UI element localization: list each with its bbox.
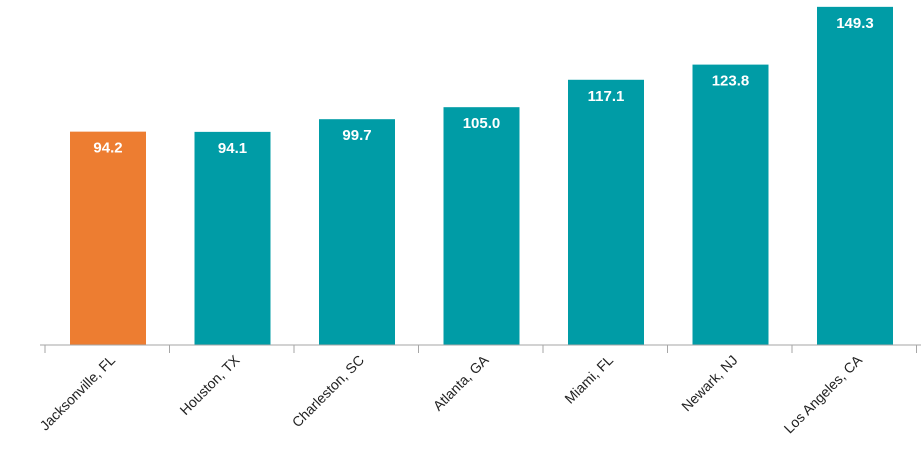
value-label-2: 99.7 <box>342 127 371 144</box>
category-label-4: Miami, FL <box>561 352 616 407</box>
category-label-0: Jacksonville, FL <box>36 352 118 434</box>
bar-1 <box>194 131 271 345</box>
bar-4 <box>568 79 644 345</box>
value-labels-group: 94.2 94.1 99.7 105.0 117.1 123.8 149.3 <box>93 15 873 157</box>
x-axis-ticks-group <box>44 345 917 353</box>
value-label-3: 105.0 <box>463 115 501 132</box>
bar-0 <box>70 131 146 345</box>
value-label-1: 94.1 <box>218 140 247 157</box>
bar-6 <box>817 6 893 345</box>
category-label-5: Newark, NJ <box>678 352 740 414</box>
category-label-6: Los Angeles, CA <box>781 351 866 436</box>
bars-group <box>70 6 893 346</box>
value-label-0: 94.2 <box>93 140 122 157</box>
category-label-3: Atlanta, GA <box>430 351 492 413</box>
category-label-1: Houston, TX <box>176 351 243 418</box>
bar-2 <box>319 119 395 345</box>
bar-5 <box>692 64 769 346</box>
bar-3 <box>443 107 520 346</box>
value-label-6: 149.3 <box>836 15 874 32</box>
value-label-4: 117.1 <box>588 88 625 105</box>
value-label-5: 123.8 <box>712 73 750 90</box>
category-label-2: Charleston, SC <box>289 352 367 430</box>
category-labels-group: Jacksonville, FL Houston, TX Charleston, S… <box>36 351 865 436</box>
